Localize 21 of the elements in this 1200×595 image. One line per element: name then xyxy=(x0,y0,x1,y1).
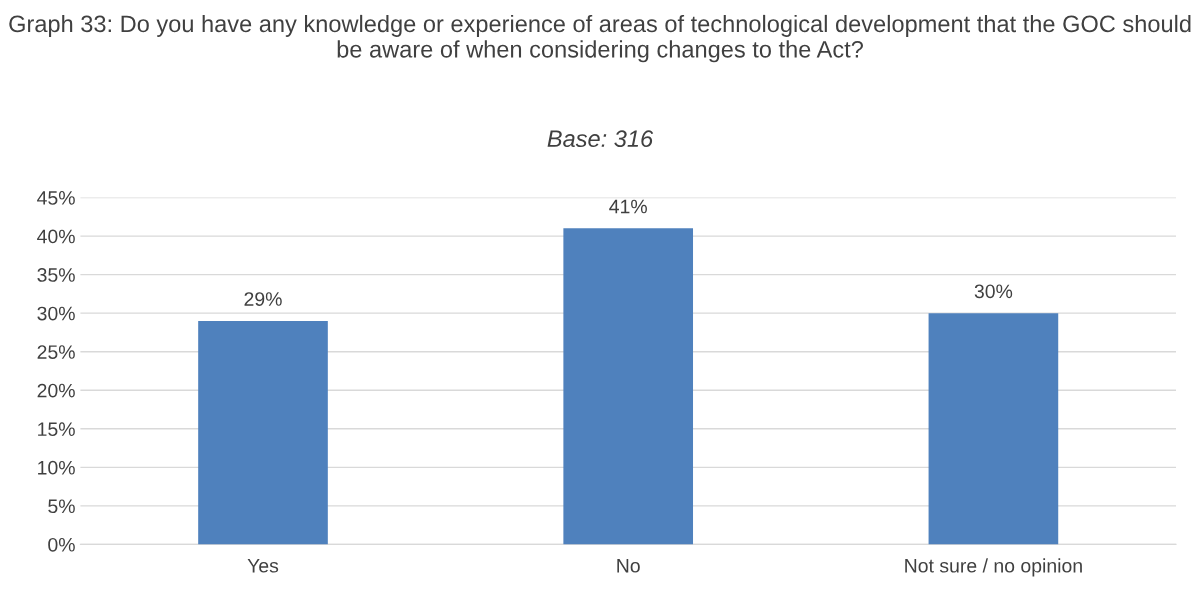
x-tick-label: Not sure / no opinion xyxy=(905,558,1082,577)
bar xyxy=(928,313,1059,545)
data-label: 41% xyxy=(609,199,647,214)
bar xyxy=(563,228,694,545)
chart-title: Graph 33: Do you have any knowledge or experience of areas of technological development that the GOC should be aware of when considering changes to the Act? xyxy=(9,14,1191,63)
y-tick-label: 10% xyxy=(38,460,75,475)
chart-subtitle: Base: 316 xyxy=(547,130,654,148)
y-tick-label: 15% xyxy=(38,422,75,437)
x-tick-label: No xyxy=(617,559,640,573)
x-tick-label: Yes xyxy=(247,559,279,573)
y-tick-label: 5% xyxy=(48,499,75,514)
y-tick-label: 0% xyxy=(48,537,75,552)
y-tick-label: 30% xyxy=(37,306,75,321)
data-label: 30% xyxy=(974,284,1013,299)
y-tick-label: 40% xyxy=(37,229,75,244)
y-tick-label: 20% xyxy=(37,383,75,398)
y-tick-label: 45% xyxy=(37,191,75,205)
bar xyxy=(198,320,328,545)
data-label: 29% xyxy=(244,292,282,306)
y-tick-label: 25% xyxy=(37,345,75,359)
y-tick-label: 35% xyxy=(37,268,75,282)
